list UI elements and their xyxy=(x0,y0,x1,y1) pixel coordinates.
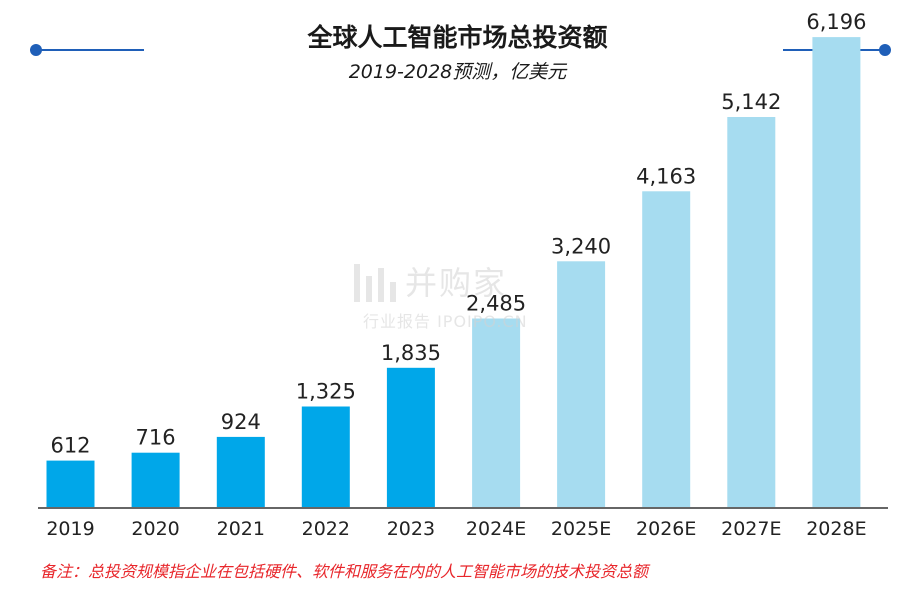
x-tick-2020: 2020 xyxy=(131,518,179,540)
x-tick-2023: 2023 xyxy=(387,518,435,540)
x-tick-2019: 2019 xyxy=(46,518,94,540)
value-label-2027E: 5,142 xyxy=(721,90,781,114)
x-tick-2026E: 2026E xyxy=(636,518,696,540)
bar-2020 xyxy=(131,452,180,507)
value-label-2028E: 6,196 xyxy=(806,10,866,34)
bar-2028E xyxy=(812,37,861,507)
x-tick-2027E: 2027E xyxy=(721,518,781,540)
value-label-2022: 1,325 xyxy=(296,380,356,404)
bar-2027E xyxy=(727,117,776,507)
bar-2023 xyxy=(386,367,435,507)
value-label-2023: 1,835 xyxy=(381,341,441,365)
bar-2019 xyxy=(46,460,95,507)
bar-2021 xyxy=(216,436,265,507)
chart-subtitle: 2019-2028预测，亿美元 xyxy=(348,61,567,83)
x-tick-2025E: 2025E xyxy=(551,518,611,540)
value-label-2019: 612 xyxy=(50,434,90,458)
x-tick-2022: 2022 xyxy=(302,518,350,540)
value-label-2026E: 4,163 xyxy=(636,164,696,188)
bar-2025E xyxy=(557,261,606,507)
left-decor-line xyxy=(36,49,144,51)
bar-2024E xyxy=(472,318,521,507)
x-tick-2028E: 2028E xyxy=(806,518,866,540)
value-label-2024E: 2,485 xyxy=(466,292,526,316)
value-label-2020: 716 xyxy=(136,426,176,450)
x-tick-2024E: 2024E xyxy=(466,518,526,540)
footnote: 备注：总投资规模指企业在包括硬件、软件和服务在内的人工智能市场的技术投资总额 xyxy=(40,562,649,581)
bar-2026E xyxy=(642,191,691,508)
right-decor-dot xyxy=(879,44,891,56)
value-label-2025E: 3,240 xyxy=(551,234,611,258)
value-label-2021: 924 xyxy=(221,410,261,434)
x-tick-2021: 2021 xyxy=(217,518,265,540)
bar-2022 xyxy=(301,406,350,507)
chart-title: 全球人工智能市场总投资额 xyxy=(307,23,608,52)
